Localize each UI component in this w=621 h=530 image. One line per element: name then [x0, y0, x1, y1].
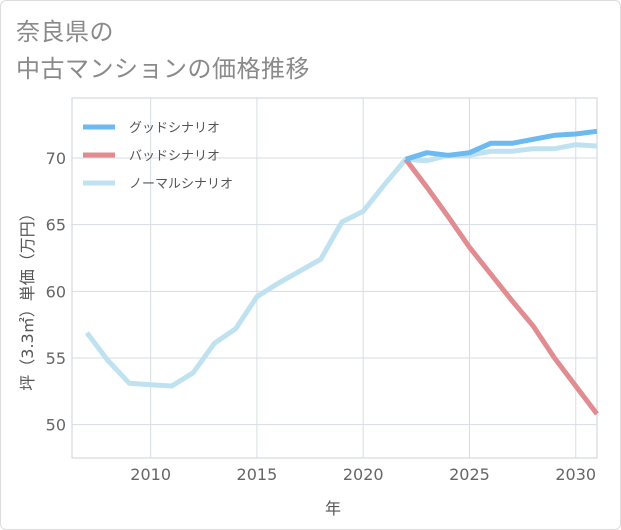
x-tick-label: 2010 — [130, 465, 171, 484]
y-tick-label: 65 — [46, 216, 66, 235]
legend-label-bad: バッドシナリオ — [129, 149, 220, 164]
y-tick-label: 70 — [46, 149, 66, 168]
y-tick-label: 60 — [46, 282, 66, 301]
y-axis-label: 坪（3.3㎡）単価（万円） — [18, 205, 37, 390]
title-line-1: 奈良県の — [16, 18, 114, 46]
series-line-good — [404, 128, 598, 162]
y-ticks: 50 55 60 65 70 — [46, 149, 66, 435]
x-tick-label: 2025 — [449, 465, 490, 484]
series-group — [84, 128, 599, 416]
grid — [72, 98, 597, 458]
legend-label-good: グッドシナリオ — [129, 121, 220, 136]
x-axis-label: 年 — [325, 499, 341, 518]
x-ticks: 2010 2015 2020 2025 2030 — [130, 465, 596, 484]
x-tick-label: 2015 — [237, 465, 278, 484]
y-tick-label: 55 — [46, 349, 66, 368]
legend: グッドシナリオ バッドシナリオ ノーマルシナリオ — [83, 121, 233, 192]
y-tick-label: 50 — [46, 416, 66, 435]
chart-title: 奈良県の 中古マンションの価格推移 — [16, 14, 310, 88]
title-line-2: 中古マンションの価格推移 — [16, 55, 310, 83]
legend-label-normal: ノーマルシナリオ — [129, 177, 233, 192]
series-line-normal — [84, 142, 598, 389]
series-line-bad — [403, 157, 599, 416]
x-tick-label: 2030 — [555, 465, 596, 484]
x-tick-label: 2020 — [343, 465, 384, 484]
